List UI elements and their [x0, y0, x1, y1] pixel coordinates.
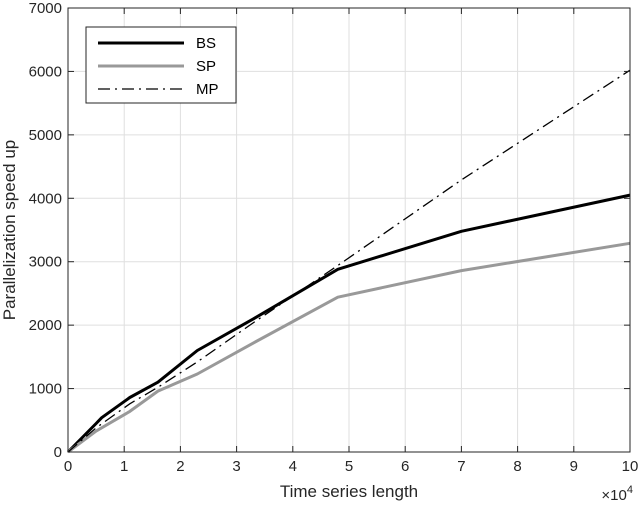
x-tick-label: 3: [232, 458, 240, 475]
x-axis-exponent: ×104: [601, 484, 633, 504]
legend-label: BS: [196, 35, 216, 52]
axis-ticks: [67, 7, 631, 453]
legend-label: MP: [196, 81, 219, 98]
x-tick-label: 9: [570, 458, 578, 475]
x-tick-label: 1: [120, 458, 128, 475]
x-axis-exponent-base: ×10: [601, 487, 626, 504]
y-tick-label: 0: [54, 444, 62, 461]
series-line-bs: [66, 193, 631, 454]
x-tick-label: 10: [622, 458, 639, 475]
series-lines: [66, 69, 631, 454]
x-tick-label: 6: [401, 458, 409, 475]
grid-lines: [68, 8, 630, 452]
legend-label: SP: [196, 58, 216, 75]
x-tick-label: 4: [289, 458, 297, 475]
x-tick-label: 0: [64, 458, 72, 475]
y-tick-label: 4000: [29, 190, 62, 207]
series-line-mp: [67, 69, 631, 453]
x-tick-label: 8: [513, 458, 521, 475]
y-tick-label: 5000: [29, 127, 62, 144]
legend: BS SP MP: [85, 26, 237, 104]
y-tick-label: 1000: [29, 381, 62, 398]
x-tick-label: 2: [176, 458, 184, 475]
x-axis-exponent-power: 4: [627, 484, 633, 496]
y-tick-label: 7000: [29, 0, 62, 17]
x-axis-label: Time series length: [280, 482, 418, 501]
x-tick-label: 7: [457, 458, 465, 475]
series-line-sp: [67, 241, 631, 454]
y-axis-label: Parallelization speed up: [0, 140, 19, 321]
y-tick-label: 6000: [29, 63, 62, 80]
y-tick-label: 3000: [29, 254, 62, 271]
x-tick-label: 5: [345, 458, 353, 475]
legend-items: BS SP MP: [98, 35, 219, 98]
y-tick-label: 2000: [29, 317, 62, 334]
tick-labels: 0 1 2 3 4 5 6 7 8 9 10 0 1000 2000 3000 4000 5000 6000 700…: [29, 0, 639, 475]
